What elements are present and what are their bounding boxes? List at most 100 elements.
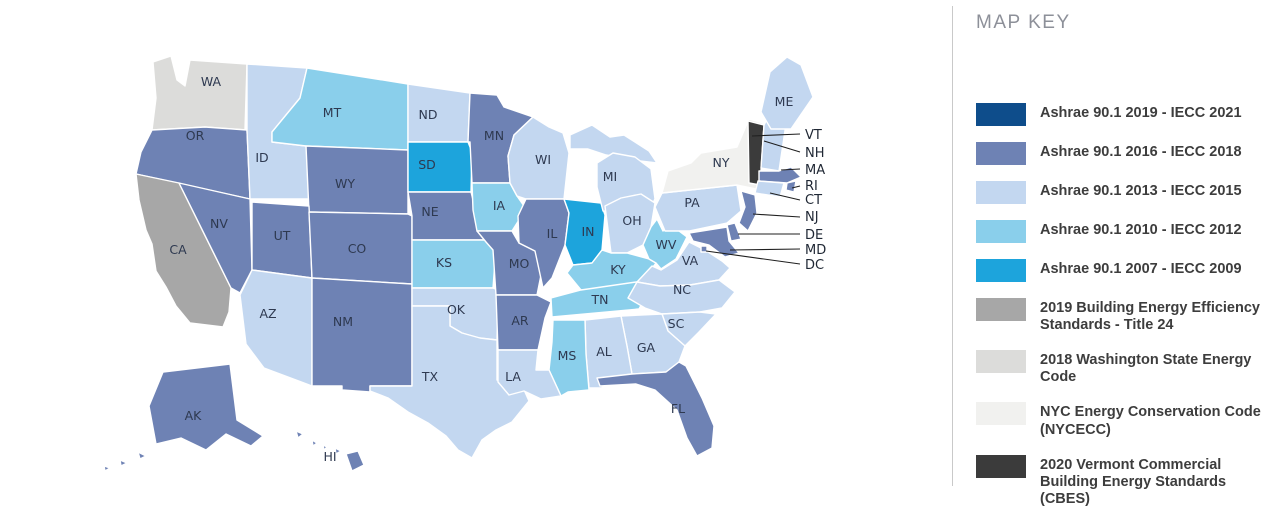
state-label-ny: NY bbox=[713, 155, 730, 170]
callout-label-ct: CT bbox=[805, 193, 822, 208]
state-dc[interactable] bbox=[700, 245, 708, 253]
legend-item: NYC Energy Conservation Code (NYCECC) bbox=[976, 402, 1276, 438]
state-mi-upper[interactable] bbox=[569, 124, 658, 164]
state-tx[interactable] bbox=[369, 305, 530, 459]
callout-label-de: DE bbox=[805, 228, 823, 243]
legend-label: 2020 Vermont Commercial Building Energy … bbox=[1040, 456, 1227, 507]
legend-item: 2020 Vermont Commercial Building Energy … bbox=[976, 454, 1276, 508]
leader-ma bbox=[780, 168, 801, 171]
state-label-wy: WY bbox=[335, 176, 355, 191]
state-label-ks: KS bbox=[436, 255, 452, 270]
state-az[interactable] bbox=[239, 269, 313, 387]
state-label-co: CO bbox=[348, 241, 367, 256]
state-label-wi: WI bbox=[535, 152, 551, 167]
legend-item: Ashrae 90.1 2013 - IECC 2015 bbox=[976, 181, 1276, 204]
callout-label-vt: VT bbox=[805, 128, 822, 143]
state-label-me: ME bbox=[775, 94, 794, 109]
state-ak-island[interactable] bbox=[119, 459, 128, 467]
state-label-nv: NV bbox=[210, 216, 228, 231]
map-key-title: MAP KEY bbox=[976, 12, 1071, 33]
state-label-mn: MN bbox=[484, 128, 504, 143]
state-hi[interactable] bbox=[345, 450, 365, 472]
state-wa[interactable] bbox=[151, 55, 248, 131]
callout-label-dc: DC bbox=[805, 258, 824, 273]
state-label-nd: ND bbox=[419, 107, 438, 122]
legend-label: Ashrae 90.1 2016 - IECC 2018 bbox=[1040, 144, 1242, 160]
callout-label-md: MD bbox=[805, 243, 826, 258]
state-label-la: LA bbox=[505, 369, 521, 384]
state-label-mt: MT bbox=[323, 105, 342, 120]
state-label-in: IN bbox=[581, 224, 594, 239]
state-hi-island[interactable] bbox=[295, 430, 304, 439]
state-la[interactable] bbox=[497, 349, 562, 400]
callout-label-ma: MA bbox=[805, 163, 825, 178]
leader-dc bbox=[705, 250, 801, 265]
map-key-legend: Ashrae 90.1 2019 - IECC 2021 Ashrae 90.1… bbox=[976, 103, 1276, 524]
state-label-mo: MO bbox=[509, 256, 530, 271]
state-wy[interactable] bbox=[305, 145, 409, 215]
state-label-or: OR bbox=[186, 128, 205, 143]
legend-item: Ashrae 90.1 2010 - IECC 2012 bbox=[976, 220, 1276, 243]
state-label-nm: NM bbox=[333, 314, 353, 329]
leader-ri bbox=[791, 185, 801, 189]
state-label-va: VA bbox=[682, 253, 699, 268]
state-de[interactable] bbox=[726, 222, 742, 242]
legend-label: 2018 Washington State Energy Code bbox=[1040, 352, 1252, 386]
legend-swatch-ashrae-2016 bbox=[976, 142, 1026, 165]
state-label-pa: PA bbox=[684, 195, 700, 210]
state-label-ne: NE bbox=[421, 204, 438, 219]
state-hi-island[interactable] bbox=[322, 444, 328, 451]
state-labels: WA OR ID MT WY NV UT CO CA AZ NM ND SD N… bbox=[169, 74, 793, 464]
state-label-hi: HI bbox=[323, 449, 336, 464]
legend-swatch-title-24 bbox=[976, 298, 1026, 321]
state-hi-island[interactable] bbox=[311, 439, 318, 447]
state-nc[interactable] bbox=[627, 279, 736, 315]
state-label-wa: WA bbox=[201, 74, 222, 89]
legend-label: 2019 Building Energy Efficiency Standard… bbox=[1040, 300, 1260, 334]
state-label-nc: NC bbox=[673, 282, 691, 297]
state-label-fl: FL bbox=[671, 401, 685, 416]
state-ak-island[interactable] bbox=[103, 465, 111, 472]
state-label-ms: MS bbox=[558, 348, 577, 363]
legend-swatch-vt-cbes bbox=[976, 454, 1026, 478]
state-me[interactable] bbox=[760, 56, 814, 130]
legend-label: Ashrae 90.1 2013 - IECC 2015 bbox=[1040, 183, 1242, 199]
us-map-svg: WA OR ID MT WY NV UT CO CA AZ NM ND SD N… bbox=[103, 55, 826, 472]
callout-labels: VT NH MA RI CT NJ DE MD DC bbox=[805, 128, 826, 273]
state-nd[interactable] bbox=[407, 83, 471, 143]
state-ct[interactable] bbox=[754, 180, 785, 198]
state-nm[interactable] bbox=[311, 277, 413, 393]
state-shapes bbox=[103, 55, 814, 472]
legend-swatch-ashrae-2019 bbox=[976, 103, 1026, 126]
state-label-ak: AK bbox=[185, 408, 203, 423]
legend-label: Ashrae 90.1 2019 - IECC 2021 bbox=[1040, 105, 1242, 121]
state-label-id: ID bbox=[255, 150, 268, 165]
state-ms[interactable] bbox=[548, 319, 590, 397]
state-label-al: AL bbox=[596, 344, 612, 359]
legend-label: Ashrae 90.1 2007 - IECC 2009 bbox=[1040, 261, 1242, 277]
callout-label-ri: RI bbox=[805, 179, 818, 194]
state-nj[interactable] bbox=[738, 190, 758, 232]
state-label-mi: MI bbox=[603, 169, 617, 184]
state-label-ca: CA bbox=[169, 242, 187, 257]
panel-divider bbox=[952, 6, 953, 486]
callout-leader-lines bbox=[705, 133, 801, 265]
legend-item: Ashrae 90.1 2016 - IECC 2018 bbox=[976, 142, 1276, 165]
leader-md bbox=[729, 248, 801, 251]
state-ks[interactable] bbox=[411, 239, 497, 289]
legend-swatch-wa-code bbox=[976, 350, 1026, 374]
leader-vt bbox=[751, 133, 801, 137]
state-hi-island[interactable] bbox=[334, 447, 342, 455]
state-ri[interactable] bbox=[785, 180, 797, 193]
legend-item: 2018 Washington State Energy Code bbox=[976, 350, 1276, 386]
state-ak[interactable] bbox=[148, 363, 264, 451]
legend-item: Ashrae 90.1 2019 - IECC 2021 bbox=[976, 103, 1276, 126]
state-ak-island[interactable] bbox=[137, 451, 147, 460]
state-label-tn: TN bbox=[591, 292, 609, 307]
state-fl[interactable] bbox=[596, 361, 715, 457]
legend-swatch-ashrae-2007 bbox=[976, 259, 1026, 282]
state-label-sd: SD bbox=[418, 157, 436, 172]
leader-nj bbox=[752, 213, 801, 218]
callout-label-nj: NJ bbox=[805, 210, 819, 225]
state-label-ga: GA bbox=[637, 340, 656, 355]
